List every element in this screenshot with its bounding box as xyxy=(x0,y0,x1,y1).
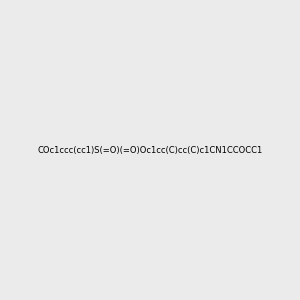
Text: COc1ccc(cc1)S(=O)(=O)Oc1cc(C)cc(C)c1CN1CCOCC1: COc1ccc(cc1)S(=O)(=O)Oc1cc(C)cc(C)c1CN1C… xyxy=(38,146,262,154)
